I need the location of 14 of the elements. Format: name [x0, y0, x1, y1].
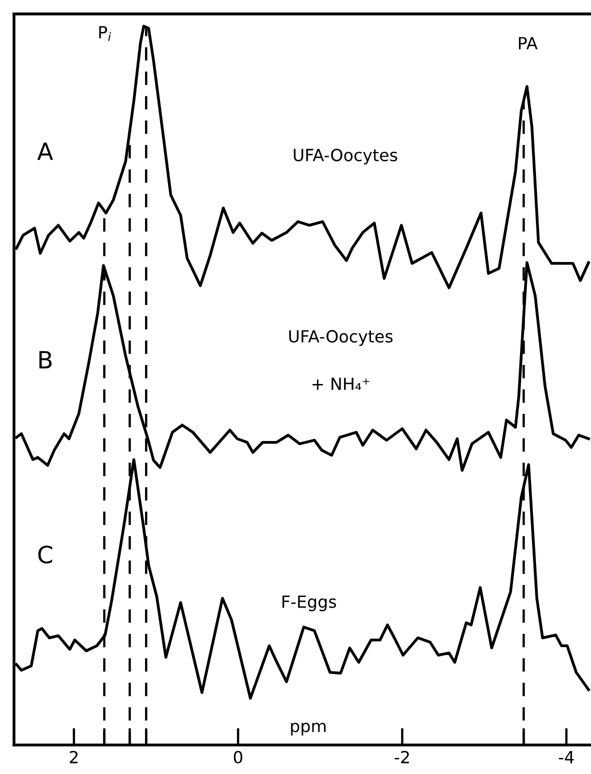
annotation: P$_{i}$ [99, 26, 111, 41]
series-label: B [39, 351, 52, 368]
annotation: F-Eggs [282, 596, 336, 612]
annotation: UFA-Oocytes [294, 148, 398, 165]
annotation: PA [518, 37, 538, 50]
text: C [38, 546, 52, 564]
text: A [37, 142, 54, 160]
x-tick-label: 2 [70, 750, 78, 764]
annotation: + NH₄⁺ [312, 378, 370, 390]
x-tick-label: 0 [234, 750, 242, 764]
x-tick-label: -4 [558, 751, 574, 764]
annotation: UFA-Oocytes [289, 330, 393, 346]
x-axis-title: ppm [291, 722, 326, 736]
x-tick-label: -2 [394, 750, 409, 764]
